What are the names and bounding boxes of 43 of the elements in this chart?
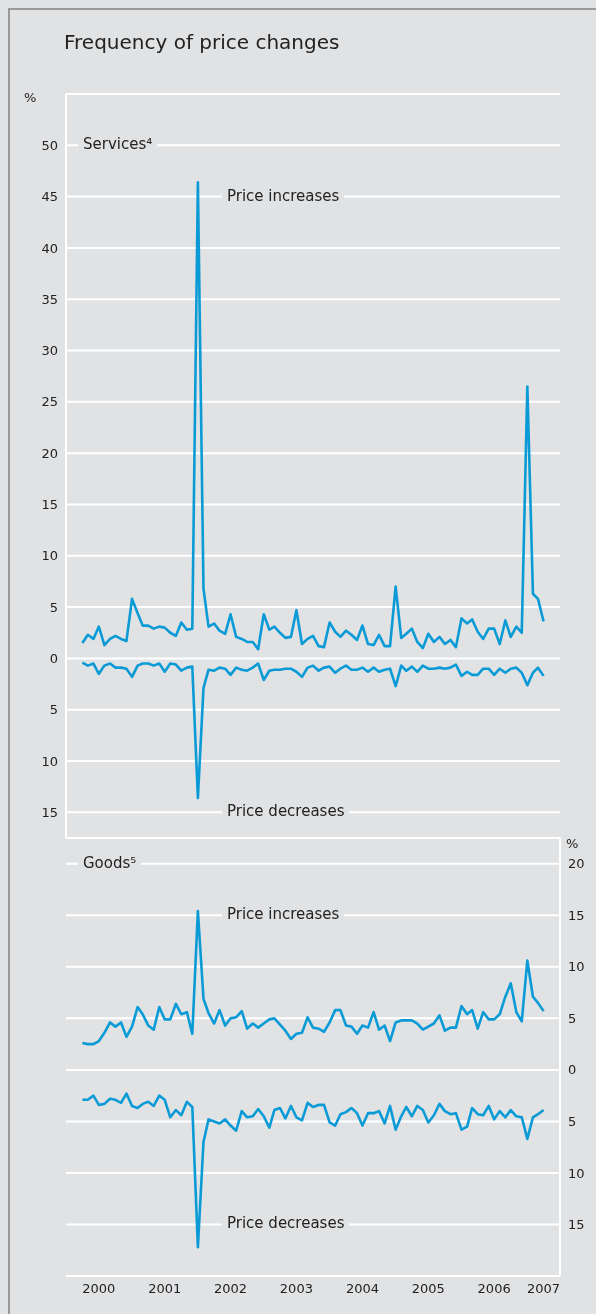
text: Services⁴ bbox=[78, 134, 158, 155]
x-tick-label: 2005 bbox=[411, 1281, 445, 1297]
y2-axis-title: % bbox=[566, 836, 579, 851]
y-tick-label: 25 bbox=[41, 394, 58, 410]
y-tick-label: 15 bbox=[41, 804, 58, 820]
line-series bbox=[81, 661, 545, 800]
series-label: Price increases bbox=[222, 185, 345, 206]
series-label: Price increases bbox=[222, 904, 345, 925]
y-tick-label: 15 bbox=[41, 497, 58, 513]
y-tick-label: 50 bbox=[41, 137, 58, 153]
y2-tick-label: 15 bbox=[568, 1217, 585, 1233]
line-series bbox=[81, 180, 545, 651]
y2-tick-label: 10 bbox=[568, 1165, 585, 1181]
x-tick-label: 2000 bbox=[82, 1281, 116, 1297]
y-tick-label: 5 bbox=[49, 702, 58, 718]
line-series bbox=[81, 909, 545, 1046]
y-tick-label: 10 bbox=[41, 753, 58, 769]
y-axis-title: % bbox=[24, 90, 37, 105]
x-tick-label: 2001 bbox=[148, 1281, 182, 1297]
x-tick-label: 2004 bbox=[345, 1281, 379, 1297]
y-tick-label: 40 bbox=[41, 240, 58, 256]
y2-tick-label: 10 bbox=[568, 959, 585, 975]
series-label: Price decreases bbox=[222, 1213, 350, 1234]
y2-tick-label: 5 bbox=[568, 1114, 577, 1130]
x-tick-label: 2002 bbox=[214, 1281, 248, 1297]
x-tick-label: 2007 bbox=[527, 1281, 561, 1297]
y-tick-label: 5 bbox=[49, 599, 58, 615]
y-tick-label: 20 bbox=[41, 445, 58, 461]
y-tick-label: 0 bbox=[49, 651, 58, 667]
chart-title: Frequency of price changes bbox=[64, 30, 340, 54]
text: Goods⁵ bbox=[78, 852, 142, 873]
y2-tick-label: 15 bbox=[568, 907, 585, 923]
x-tick-label: 2003 bbox=[279, 1281, 313, 1297]
y-tick-label: 30 bbox=[41, 343, 58, 359]
y-tick-label: 45 bbox=[41, 189, 58, 205]
series-label: Price decreases bbox=[222, 801, 350, 822]
y-tick-label: 10 bbox=[41, 548, 58, 564]
y2-tick-label: 20 bbox=[568, 856, 585, 872]
y2-tick-label: 0 bbox=[568, 1062, 577, 1078]
y2-tick-label: 5 bbox=[568, 1010, 577, 1026]
x-tick-label: 2006 bbox=[477, 1281, 511, 1297]
y-tick-label: 35 bbox=[41, 291, 58, 307]
line-series bbox=[81, 1092, 545, 1249]
